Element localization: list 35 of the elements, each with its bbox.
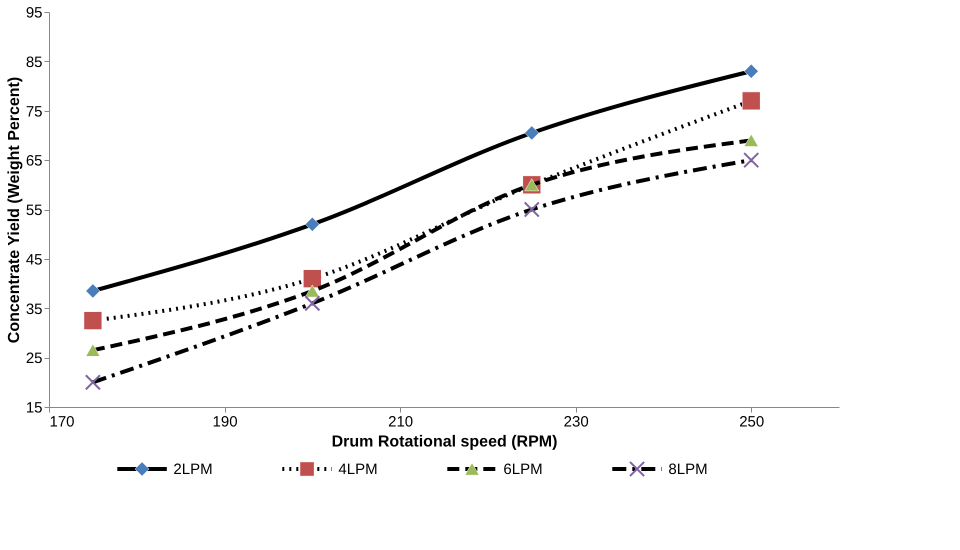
point bbox=[524, 126, 540, 140]
x-axis-title: Drum Rotational speed (RPM) bbox=[332, 434, 558, 450]
point bbox=[305, 284, 320, 298]
point bbox=[743, 152, 760, 168]
legend-label: 2LPM bbox=[173, 461, 213, 478]
y-tick-label: 75 bbox=[26, 103, 42, 120]
y-tick-label: 15 bbox=[26, 400, 42, 416]
point bbox=[524, 201, 540, 218]
y-tick-label: 35 bbox=[26, 300, 42, 318]
x-tick-label: 230 bbox=[564, 414, 589, 430]
y-tick-label: 55 bbox=[26, 202, 42, 219]
point bbox=[86, 344, 100, 357]
point bbox=[84, 374, 101, 390]
y-tick-label: 65 bbox=[26, 152, 42, 170]
y-tick-label: 85 bbox=[26, 54, 42, 71]
legend-label: 4LPM bbox=[338, 461, 378, 478]
y-tick-label: 25 bbox=[26, 350, 42, 368]
x-tick-label: 210 bbox=[388, 414, 414, 430]
y-tick-label: 45 bbox=[26, 251, 42, 268]
point bbox=[744, 134, 759, 147]
point bbox=[742, 92, 760, 110]
x-tick-label: 190 bbox=[212, 414, 238, 430]
point bbox=[744, 64, 759, 79]
legend-label: 8LPM bbox=[668, 461, 708, 478]
point bbox=[305, 216, 320, 232]
y-tick-label: 95 bbox=[26, 4, 42, 22]
point bbox=[84, 311, 102, 330]
x-tick-label: 170 bbox=[50, 414, 75, 430]
x-tick-label: 250 bbox=[739, 414, 764, 430]
point bbox=[303, 269, 322, 288]
y-axis-title: Concentrate Yield (Weight Percent) bbox=[6, 76, 23, 344]
point bbox=[86, 284, 100, 298]
point bbox=[304, 295, 320, 312]
point bbox=[524, 178, 540, 192]
legend-label: 6LPM bbox=[503, 461, 543, 478]
